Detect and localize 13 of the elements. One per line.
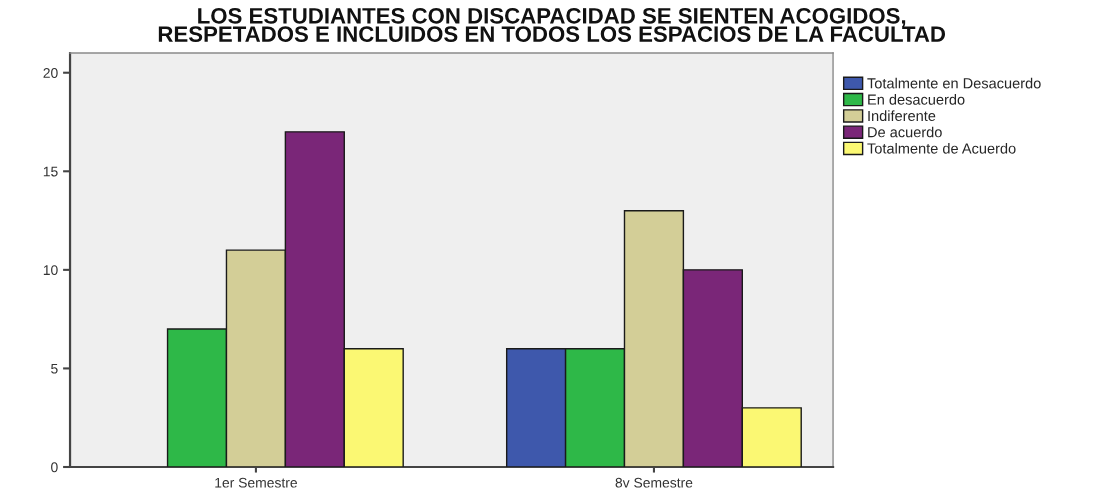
y-tick-label: 15: [43, 166, 58, 177]
x-tick-label: 1er Semestre: [215, 477, 297, 488]
x-tick-label: 8v Semestre: [615, 477, 693, 488]
legend-label: Totalmente de Acuerdo: [867, 142, 1016, 154]
legend-label: Indiferente: [868, 110, 936, 122]
y-tick-label: 20: [43, 68, 58, 78]
legend-label: Totalmente en Desacuerdo: [867, 77, 1041, 89]
chart-title: LOS ESTUDIANTES CON DISCAPACIDAD SE SIENTEN ACOGIDOS, RESPETADOS E INCLUIDOS EN TODOS LOS ESPACIOS DE LA FACULTAD: [158, 7, 946, 42]
legend-label: En desacuerdo: [868, 94, 965, 105]
y-tick-label: 0: [51, 462, 58, 473]
y-tick-label: 10: [43, 265, 58, 276]
legend-label: De acuerdo: [868, 126, 942, 138]
y-tick-label: 5: [51, 363, 58, 374]
